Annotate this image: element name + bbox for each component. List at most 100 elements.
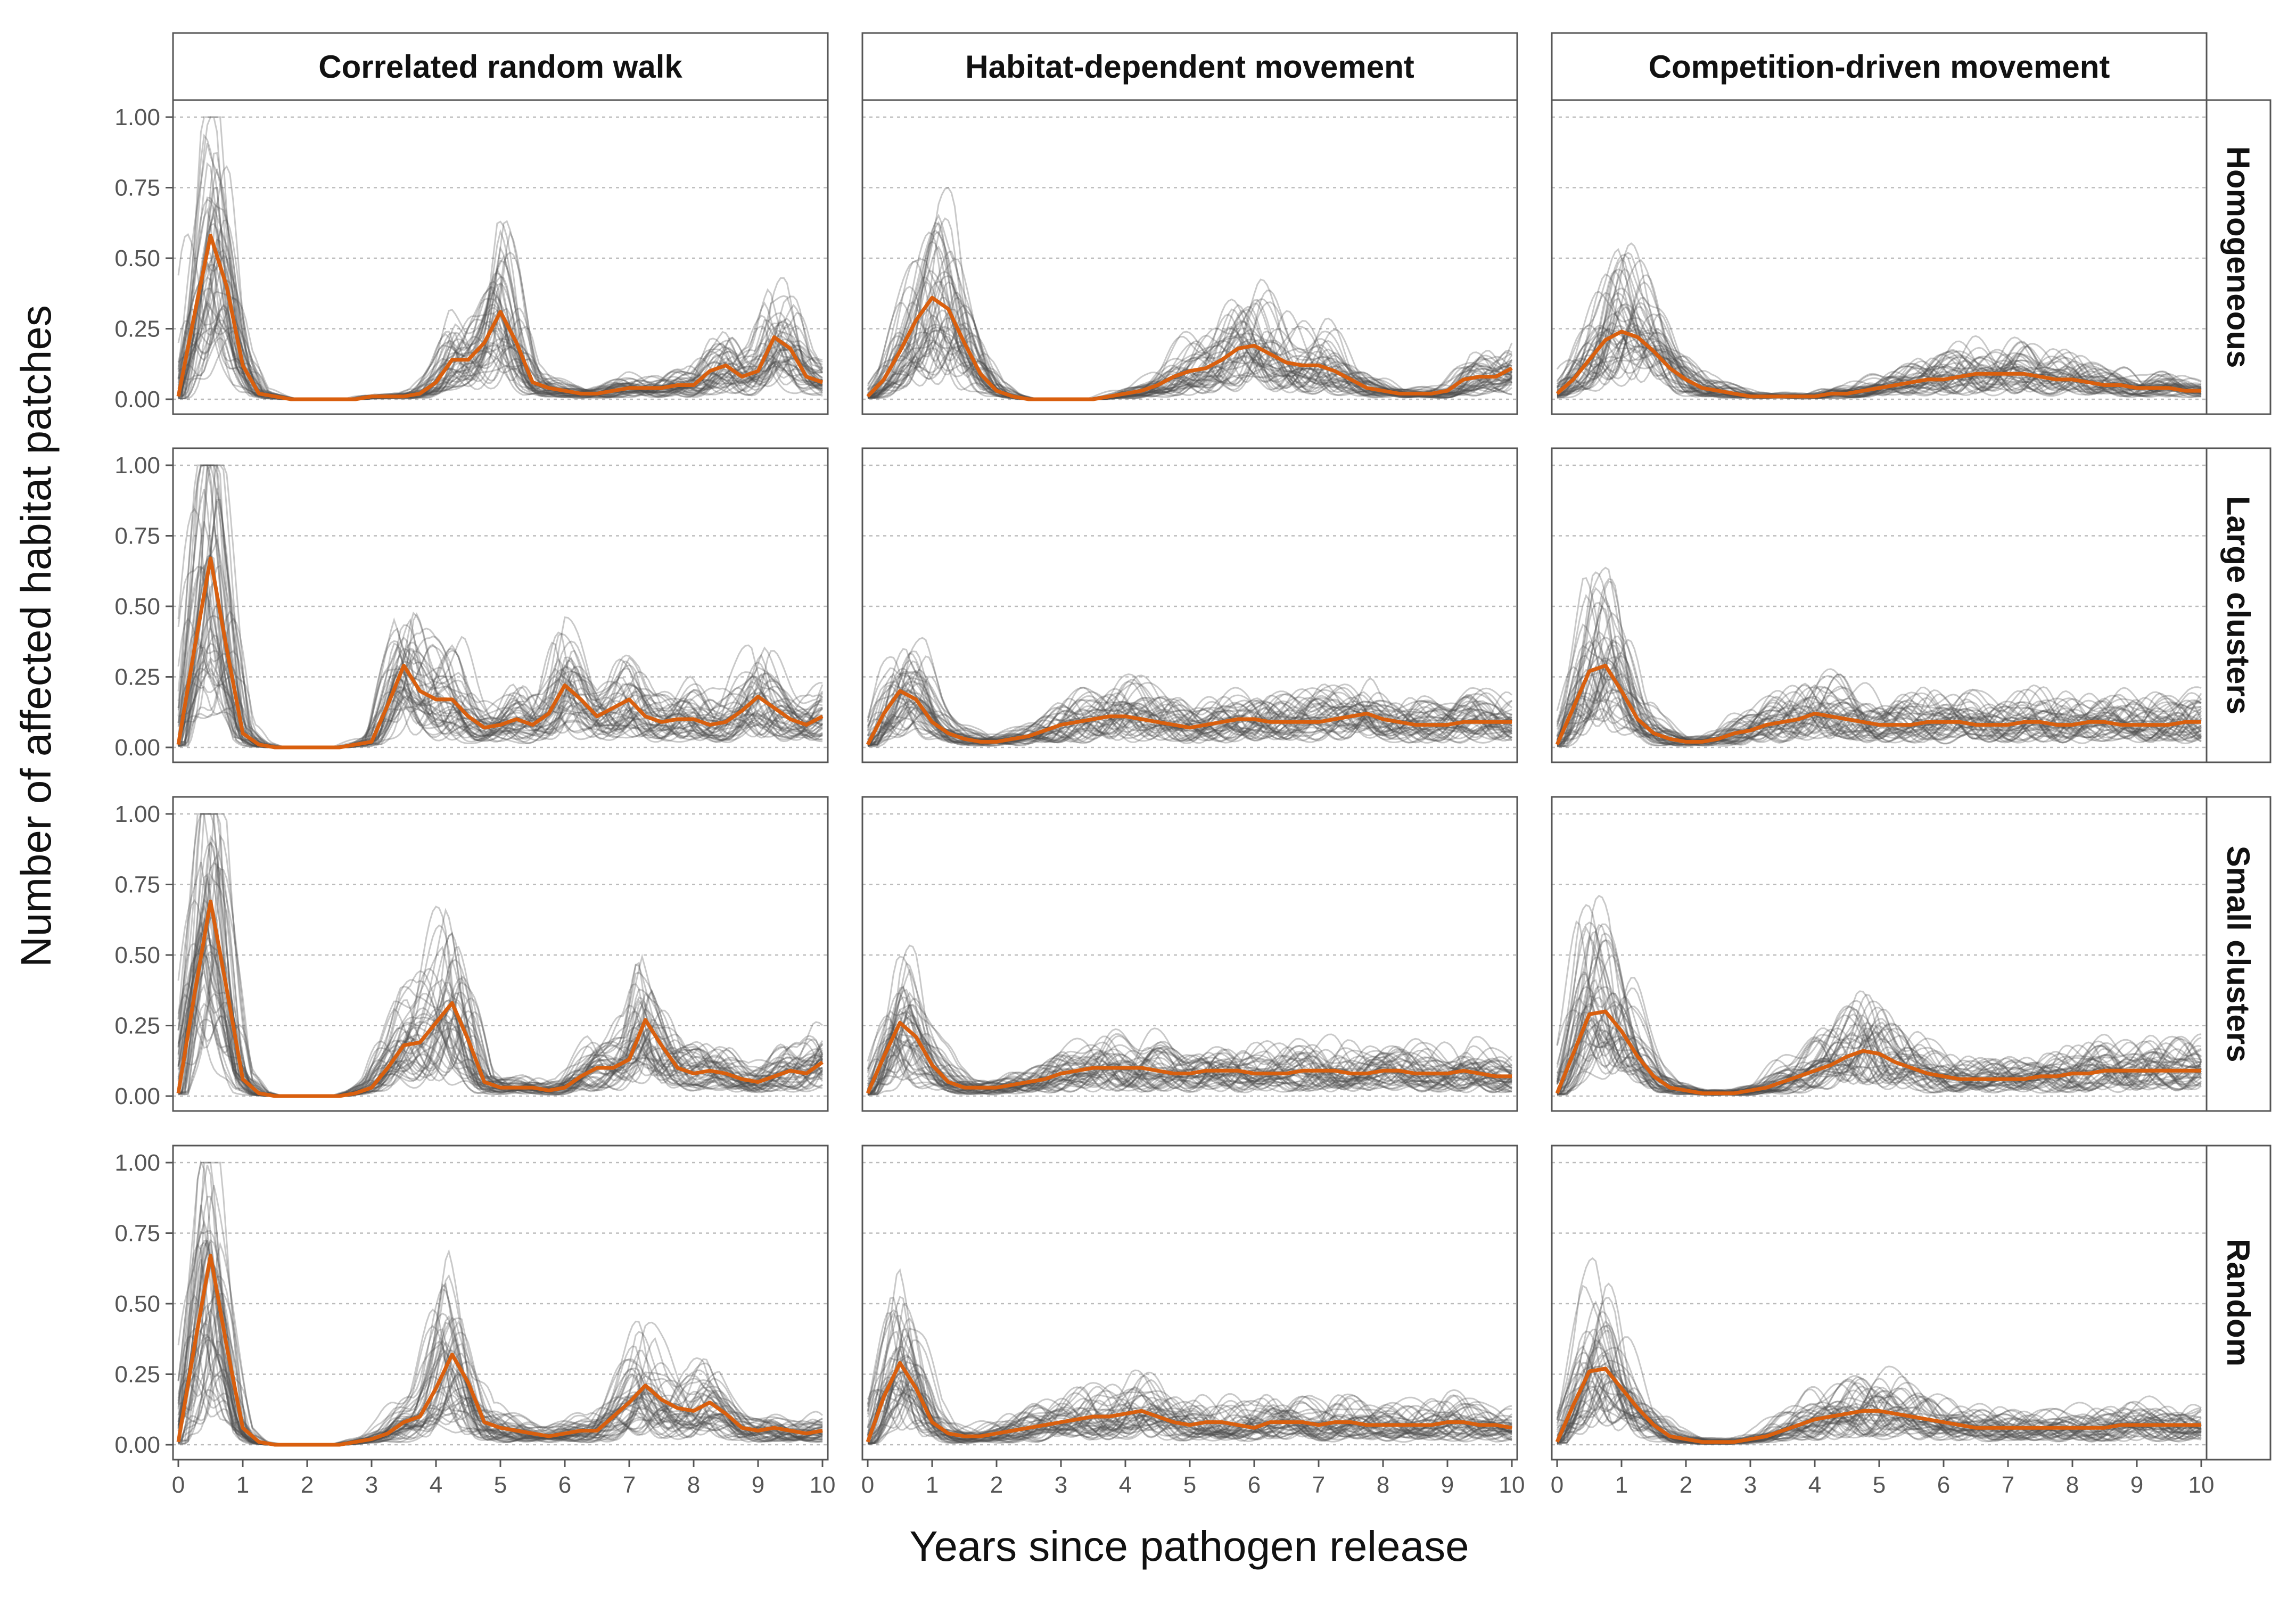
replicate-line [1557, 1024, 2202, 1096]
replicate-line [1557, 1004, 2202, 1097]
replicate-line [1556, 577, 2202, 745]
x-tick-label: 5 [1183, 1472, 1196, 1498]
axes-layer: 0.00 0.25 0.50 0.75 1.00 0.00 0.25 0.50 0.75 1.00… [114, 104, 2214, 1498]
replicate-line [1557, 986, 2202, 1093]
replicate-lines [867, 944, 1513, 1097]
replicate-line [1556, 995, 2202, 1095]
replicate-line [867, 1033, 1512, 1093]
y-tick-label: 0.50 [114, 594, 160, 620]
replicate-line [1557, 571, 2202, 746]
replicate-line [1557, 1036, 2202, 1097]
replicate-line [1557, 302, 2202, 399]
replicate-line [867, 992, 1512, 1096]
replicate-line [1556, 1352, 2202, 1445]
y-tick-label: 0.25 [114, 664, 160, 690]
replicate-line [1557, 328, 2202, 399]
replicate-line [1557, 1038, 2202, 1097]
replicate-line [868, 326, 1512, 400]
replicate-line [1557, 932, 2202, 1093]
y-tick-label: 0.50 [114, 245, 160, 271]
replicate-line [867, 1004, 1512, 1097]
x-tick-label: 2 [1680, 1472, 1692, 1498]
y-tick-label: 0.50 [114, 942, 160, 968]
replicate-line [867, 1380, 1512, 1442]
column-strip-label: Correlated random walk [318, 49, 682, 85]
strip-random: Random [2206, 1145, 2272, 1461]
replicate-line [867, 1311, 1512, 1442]
x-tick-label: 4 [1808, 1472, 1821, 1498]
replicate-line [1556, 251, 2202, 399]
x-tick-label: 8 [2066, 1472, 2079, 1498]
replicate-line [868, 339, 1512, 400]
replicate-line [1557, 894, 2202, 1094]
mean-line [1555, 663, 2201, 746]
replicate-line [1557, 640, 2202, 746]
replicate-line [1557, 330, 2202, 399]
mean-line [866, 295, 1513, 401]
strip-background [2206, 99, 2272, 415]
y-tick-label: 0.75 [114, 523, 160, 549]
replicate-line [1556, 594, 2202, 742]
strip-competition-driven-movement: Competition-driven movement [1551, 32, 2208, 101]
y-tick-label: 1.00 [114, 801, 160, 827]
replicate-line [867, 1028, 1512, 1095]
replicate-line [1557, 340, 2202, 398]
mean-line [1555, 1366, 2201, 1444]
x-tick-label: 10 [2188, 1472, 2215, 1498]
panel-background [862, 797, 1517, 1111]
panel-background [173, 100, 828, 414]
replicate-line [1557, 268, 2202, 399]
replicate-line [1556, 1324, 2202, 1444]
replicate-line [1557, 612, 2202, 745]
replicate-line [867, 1026, 1513, 1093]
replicate-line [1557, 639, 2202, 745]
replicate-line [1557, 1365, 2202, 1443]
replicate-line [867, 1023, 1512, 1096]
replicate-line [1557, 334, 2202, 399]
x-tick-label: 3 [1744, 1472, 1757, 1498]
replicate-line [867, 302, 1512, 400]
replicate-line [1557, 292, 2202, 399]
replicate-line [867, 944, 1512, 1093]
replicate-line [1556, 310, 2202, 399]
replicate-line [1557, 342, 2202, 399]
strip-background [861, 32, 1518, 101]
replicate-line [867, 670, 1512, 745]
x-axis-title: Years since pathogen release [909, 1522, 1469, 1570]
replicate-line [1556, 1330, 2202, 1445]
mean-line [176, 556, 824, 750]
replicate-line [1557, 636, 2202, 745]
replicate-line [1556, 1369, 2202, 1445]
replicate-line [1557, 1330, 2202, 1444]
replicate-line [1557, 274, 2202, 398]
replicate-line [867, 691, 1513, 742]
row-strip-label: Homogeneous [2220, 146, 2256, 368]
replicate-line [1556, 312, 2202, 399]
x-tick-label: 6 [1937, 1472, 1950, 1498]
replicate-line [1557, 1385, 2202, 1445]
panel-background [862, 448, 1517, 762]
replicate-line [1557, 328, 2202, 399]
y-tick-label: 0.25 [114, 1013, 160, 1039]
mean-line [176, 1254, 823, 1447]
x-tick-label: 3 [1055, 1472, 1067, 1498]
replicate-line [1557, 335, 2202, 399]
panel-correlated-random-walk-small-clusters [172, 796, 829, 1112]
panel-correlated-random-walk-homogeneous [172, 99, 829, 415]
replicate-line [867, 1371, 1512, 1444]
x-tick-label: 0 [172, 1472, 185, 1498]
column-strip-label: Habitat-dependent movement [965, 49, 1414, 85]
replicate-line [1557, 1386, 2202, 1444]
replicate-line [868, 1366, 1512, 1445]
panel-habitat-dependent-movement-random [861, 1145, 1518, 1461]
y-tick-label: 0.50 [114, 1291, 160, 1317]
mean-line [1555, 1009, 2201, 1096]
x-tick-label: 7 [1312, 1472, 1325, 1498]
replicate-line [868, 689, 1513, 747]
replicate-line [867, 1384, 1512, 1444]
replicate-line [867, 684, 1512, 745]
replicate-line [1556, 939, 2202, 1095]
replicate-line [867, 1034, 1512, 1093]
replicate-line [1556, 324, 2202, 399]
y-axis-title: Number of affected habitat patches [12, 305, 60, 967]
